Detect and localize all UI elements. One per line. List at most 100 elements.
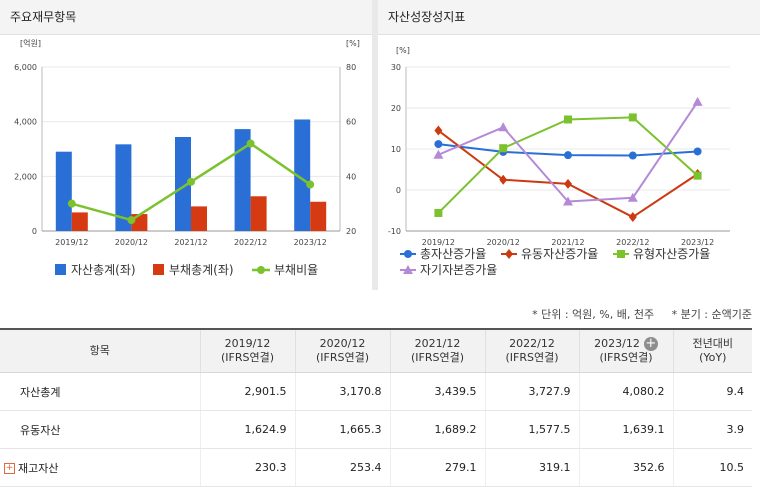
y-tick-label: 0: [32, 227, 37, 236]
liability-total-bar: [191, 206, 207, 231]
series-point-0: [628, 151, 637, 160]
legend-marker-1: [505, 249, 513, 259]
x-tick-label: 2023/12: [294, 238, 327, 247]
legend-label-assets: 자산총계(좌): [71, 263, 136, 277]
y-tick-label: 30: [391, 63, 401, 72]
asset-total-bar: [234, 129, 251, 231]
series-point-0: [434, 140, 443, 149]
liability-total-bar: [310, 201, 327, 231]
series-point-3: [498, 122, 509, 132]
legend-marker-2: [617, 250, 625, 258]
table-cell: 3.9: [672, 410, 752, 449]
table-row: 유동자산 1,624.9 1,665.3 1,689.2 1,577.5 1,6…: [0, 410, 752, 449]
table-cell: 3,439.5: [389, 372, 485, 411]
legend-label-3: 자기자본증가율: [420, 263, 497, 277]
header-2022: 2022/12 (IFRS연결): [484, 328, 579, 373]
header-2021: 2021/12 (IFRS연결): [389, 328, 485, 373]
table-row: 자산총계 2,901.5 3,170.8 3,439.5 3,727.9 4,0…: [0, 372, 752, 411]
legend-swatch-liabilities: [153, 264, 164, 275]
series-point-3: [433, 149, 444, 159]
y-tick-label: 4,000: [14, 118, 37, 127]
right-unit-label: [%]: [346, 39, 360, 48]
y2-tick-label: 60: [346, 118, 356, 127]
plus-box-icon[interactable]: +: [4, 463, 15, 474]
series-point-1: [628, 212, 637, 223]
panel-divider: [372, 0, 378, 290]
asset-total-bar: [294, 119, 311, 231]
legend-label-2: 유형자산증가율: [633, 247, 710, 261]
x-tick-label: 2021/12: [551, 238, 584, 247]
legend-label-0: 총자산증가율: [420, 247, 486, 261]
unit-note: * 단위 : 억원, %, 배, 천주: [532, 308, 655, 321]
asset-total-bar: [115, 144, 132, 231]
series-point-3: [627, 192, 638, 202]
asset-growth-panel: 자산성장성지표 [%] 30 20 10 0 -10 2019/12 2020/12 2021/…: [378, 0, 760, 290]
y2-tick-label: 40: [346, 172, 356, 181]
x-tick-label: 2020/12: [115, 238, 148, 247]
y-tick-label: -10: [388, 227, 401, 236]
table-row: + 재고자산 230.3 253.4 279.1 319.1 352.6 10.5: [0, 448, 752, 487]
series-point-0: [564, 151, 572, 160]
notes-row: * 단위 : 억원, %, 배, 천주 * 분기 : 순액기준: [0, 306, 752, 322]
row-label: 유동자산: [0, 410, 200, 449]
x-tick-label: 2023/12: [681, 238, 714, 247]
left-unit-label: [억원]: [20, 38, 41, 48]
table-cell: 352.6: [578, 448, 673, 487]
y2-tick-label: 80: [346, 63, 356, 72]
financial-items-chart: [억원] [%] 6,000 80 4,000 60 2,000 40 0 20 2019/12 20…: [14, 38, 360, 277]
legend-label-debt-ratio: 부채비율: [274, 263, 318, 277]
debt-ratio-point: [306, 180, 315, 189]
table-cell: 1,665.3: [294, 410, 390, 449]
table-cell: 253.4: [294, 448, 390, 487]
liability-total-bar: [71, 212, 88, 231]
y-tick-label: 10: [391, 145, 401, 154]
asset-growth-title: 자산성장성지표: [378, 0, 760, 35]
y-tick-label: 2,000: [14, 172, 37, 181]
y-tick-label: 0: [396, 186, 401, 195]
series-point-1: [564, 178, 572, 189]
header-2023: 2023/12 + (IFRS연결): [578, 328, 673, 373]
table-cell: 9.4: [672, 372, 752, 411]
header-item: 항목: [0, 328, 200, 373]
legend-marker-debt-ratio: [257, 266, 265, 274]
financial-items-panel: 주요재무항목 [억원] [%] 6,000 80 4,000 60 2,000 40 0 20 20…: [0, 0, 372, 290]
debt-ratio-point: [187, 177, 195, 186]
table-cell: 10.5: [672, 448, 752, 487]
series-point-3: [563, 196, 573, 206]
liability-total-bar: [250, 196, 267, 231]
series-point-2: [628, 113, 637, 122]
table-cell: 279.1: [389, 448, 485, 487]
debt-ratio-point: [127, 216, 136, 225]
asset-total-bar: [175, 136, 191, 231]
x-tick-label: 2021/12: [174, 238, 207, 247]
financial-items-title: 주요재무항목: [0, 0, 372, 35]
debt-ratio-point: [246, 139, 255, 148]
period-note: * 분기 : 순액기준: [671, 308, 752, 321]
table-cell: 1,577.5: [484, 410, 579, 449]
header-2019: 2019/12 (IFRS연결): [199, 328, 295, 373]
table-cell: 4,080.2: [578, 372, 673, 411]
plus-circle-icon[interactable]: +: [643, 336, 658, 351]
debt-ratio-point: [67, 199, 76, 208]
x-tick-label: 2019/12: [422, 238, 455, 247]
legend-swatch-assets: [55, 264, 66, 275]
table-cell: 319.1: [484, 448, 579, 487]
table-cell: 1,689.2: [389, 410, 485, 449]
table-cell: 1,624.9: [199, 410, 295, 449]
legend-marker-3: [403, 265, 413, 274]
x-tick-label: 2022/12: [616, 238, 649, 247]
y-tick-label: 20: [391, 104, 401, 113]
asset-growth-chart: [%] 30 20 10 0 -10 2019/12 2020/12 2021/12 2022/1…: [388, 46, 730, 277]
unit-label: [%]: [396, 46, 410, 55]
series-point-2: [499, 144, 508, 153]
y2-tick-label: 20: [346, 227, 356, 236]
row-label-expandable[interactable]: + 재고자산: [0, 448, 200, 487]
series-point-2: [693, 171, 702, 180]
table-cell: 3,727.9: [484, 372, 579, 411]
legend-label-1: 유동자산증가율: [521, 247, 598, 261]
x-tick-label: 2020/12: [487, 238, 520, 247]
series-point-3: [692, 96, 703, 106]
header-2020: 2020/12 (IFRS연결): [294, 328, 390, 373]
header-yoy: 전년대비 (YoY): [672, 328, 752, 373]
table-cell: 2,901.5: [199, 372, 295, 411]
